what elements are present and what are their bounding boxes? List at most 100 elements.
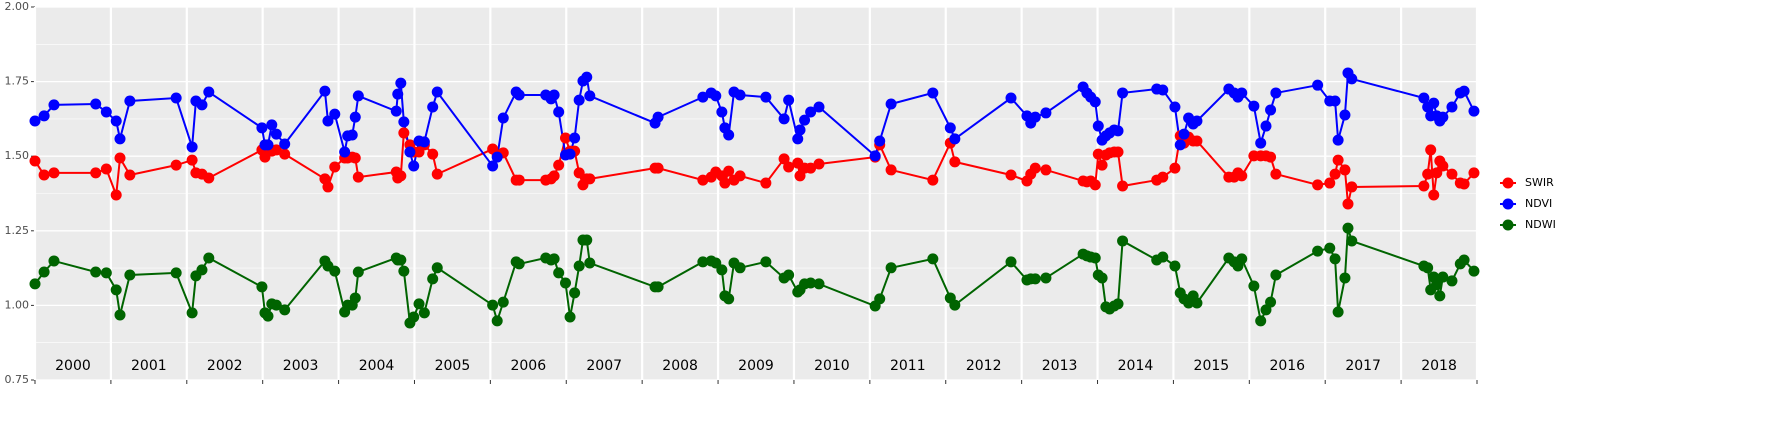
- point: [813, 101, 825, 113]
- point: [100, 163, 112, 175]
- point: [805, 106, 817, 118]
- point: [778, 113, 790, 125]
- point: [581, 71, 593, 83]
- point: [418, 136, 430, 148]
- point: [1270, 269, 1282, 281]
- point: [186, 307, 198, 319]
- point: [1260, 120, 1272, 132]
- point: [196, 264, 208, 276]
- legend-label: NDWI: [1525, 218, 1556, 231]
- point: [203, 172, 215, 184]
- point: [390, 105, 402, 117]
- point: [1431, 279, 1443, 291]
- point: [1236, 87, 1248, 99]
- point: [1458, 178, 1470, 190]
- point: [196, 99, 208, 111]
- point: [270, 128, 282, 140]
- point: [1157, 171, 1169, 183]
- point: [885, 262, 897, 274]
- year-label: 2011: [890, 358, 926, 374]
- point: [783, 161, 795, 173]
- point: [270, 144, 282, 156]
- year-label: 2005: [435, 358, 471, 374]
- point: [110, 115, 122, 127]
- point: [1332, 154, 1344, 166]
- point: [1437, 160, 1449, 172]
- point: [553, 106, 565, 118]
- point: [1029, 162, 1041, 174]
- point: [573, 167, 585, 179]
- point: [352, 266, 364, 278]
- point: [1346, 73, 1358, 85]
- point: [1437, 111, 1449, 123]
- point: [1117, 180, 1129, 192]
- point: [279, 304, 291, 316]
- year-label: 2015: [1194, 358, 1230, 374]
- point: [944, 122, 956, 134]
- year-label: 2014: [1118, 358, 1154, 374]
- point: [874, 135, 886, 147]
- point: [723, 293, 735, 305]
- point: [1329, 253, 1341, 265]
- year-label: 2012: [966, 358, 1002, 374]
- point: [1029, 273, 1041, 285]
- point: [1346, 235, 1358, 247]
- point: [1312, 79, 1324, 91]
- series-line: [34, 69, 1475, 168]
- point: [652, 281, 664, 293]
- point: [1425, 144, 1437, 156]
- year-label: 2008: [662, 358, 698, 374]
- point: [513, 174, 525, 186]
- point: [1174, 139, 1186, 151]
- point: [431, 86, 443, 98]
- point: [569, 132, 581, 144]
- point: [513, 258, 525, 270]
- point: [395, 254, 407, 266]
- y-tick-label: 0.75: [5, 373, 30, 386]
- point: [413, 298, 425, 310]
- point: [1265, 296, 1277, 308]
- point: [1324, 242, 1336, 254]
- point: [1089, 252, 1101, 264]
- point: [1332, 134, 1344, 146]
- point: [279, 138, 291, 150]
- point: [1092, 120, 1104, 132]
- point: [487, 160, 499, 172]
- point: [652, 162, 664, 174]
- point: [1329, 168, 1341, 180]
- point: [719, 177, 731, 189]
- point: [710, 90, 722, 102]
- point: [778, 153, 790, 165]
- point: [760, 91, 772, 103]
- point: [395, 77, 407, 89]
- point: [1169, 162, 1181, 174]
- point: [170, 267, 182, 279]
- point: [573, 260, 585, 272]
- point: [1040, 272, 1052, 284]
- point: [1248, 100, 1260, 112]
- point: [38, 266, 50, 278]
- point: [1446, 168, 1458, 180]
- point: [1089, 96, 1101, 108]
- point: [805, 277, 817, 289]
- point: [256, 122, 268, 134]
- point: [491, 151, 503, 163]
- point: [716, 264, 728, 276]
- point: [1332, 306, 1344, 318]
- point: [349, 292, 361, 304]
- point: [1157, 84, 1169, 96]
- point: [584, 173, 596, 185]
- point: [349, 111, 361, 123]
- point: [1005, 92, 1017, 104]
- point: [90, 266, 102, 278]
- point: [29, 115, 41, 127]
- point: [408, 160, 420, 172]
- point: [114, 133, 126, 145]
- point: [1270, 87, 1282, 99]
- point: [329, 161, 341, 173]
- point: [1434, 290, 1446, 302]
- point: [1437, 271, 1449, 283]
- point: [427, 273, 439, 285]
- point: [723, 165, 735, 177]
- point: [431, 168, 443, 180]
